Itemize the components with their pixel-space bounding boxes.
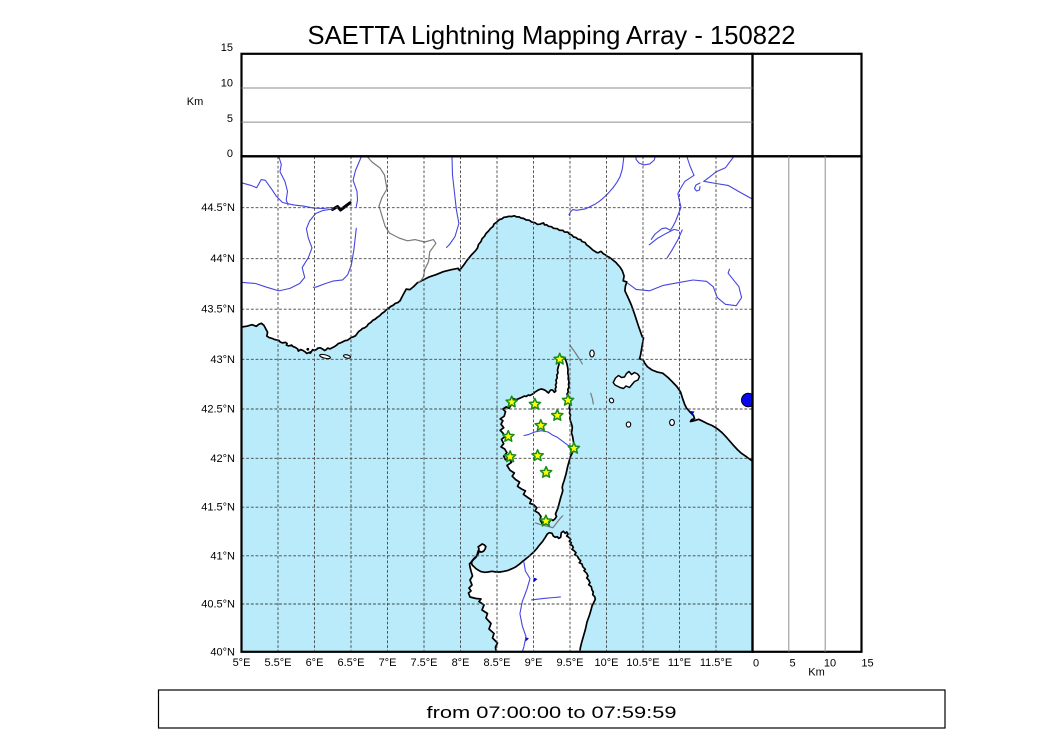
svg-text:Km: Km [808,667,825,679]
svg-text:5: 5 [227,113,233,125]
svg-text:42°N: 42°N [210,453,235,465]
svg-text:11°E: 11°E [668,657,691,669]
svg-text:9°E: 9°E [525,657,543,669]
svg-text:5°E: 5°E [233,657,251,669]
svg-text:10: 10 [221,78,233,90]
svg-text:8°E: 8°E [452,657,470,669]
svg-text:10: 10 [824,658,836,670]
svg-text:Km: Km [187,96,204,108]
svg-text:6.5°E: 6.5°E [337,657,364,669]
svg-text:40.5°N: 40.5°N [201,599,235,611]
svg-text:SAETTA Lightning Mapping Array: SAETTA Lightning Mapping Array - 150822 [308,20,796,50]
svg-text:10.5°E: 10.5°E [626,657,659,669]
svg-text:15: 15 [221,42,233,54]
svg-text:5.5°E: 5.5°E [264,657,291,669]
svg-text:from 07:00:00 to 07:59:59: from 07:00:00 to 07:59:59 [427,703,677,722]
svg-text:7.5°E: 7.5°E [410,657,437,669]
svg-text:44.5°N: 44.5°N [201,202,235,214]
svg-text:40°N: 40°N [210,646,235,658]
svg-text:6°E: 6°E [306,657,324,669]
svg-text:9.5°E: 9.5°E [556,657,583,669]
svg-text:44°N: 44°N [210,253,235,265]
svg-text:11.5°E: 11.5°E [700,657,732,669]
svg-text:41.5°N: 41.5°N [201,502,235,514]
svg-text:10°E: 10°E [595,657,619,669]
svg-text:43°N: 43°N [210,354,235,366]
svg-text:41°N: 41°N [210,550,235,562]
svg-text:15: 15 [861,658,873,670]
svg-text:7°E: 7°E [379,657,397,669]
svg-text:8.5°E: 8.5°E [483,657,510,669]
svg-text:5: 5 [789,658,795,670]
svg-text:43.5°N: 43.5°N [201,304,235,316]
svg-text:0: 0 [753,658,759,670]
svg-text:42.5°N: 42.5°N [201,404,235,416]
svg-text:0: 0 [227,148,233,160]
